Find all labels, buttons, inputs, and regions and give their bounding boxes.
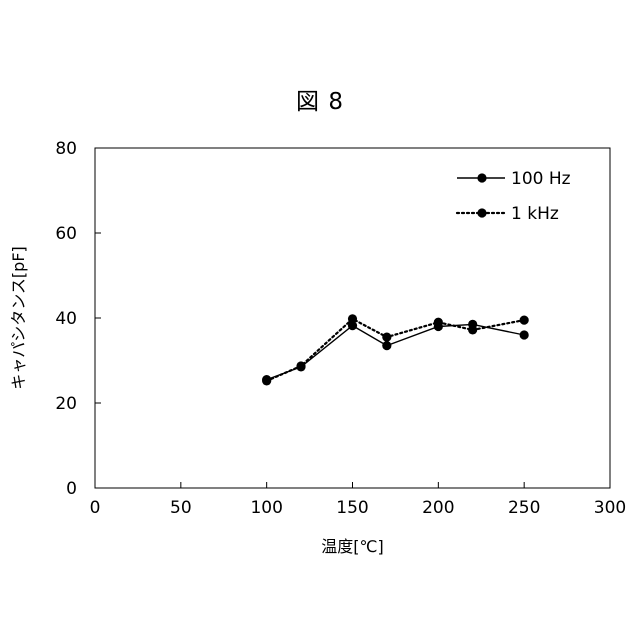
series-2-point	[520, 316, 529, 325]
y-tick-label: 80	[55, 139, 77, 159]
y-tick-label: 40	[55, 309, 77, 329]
legend-label-2: 1 kHz	[511, 204, 559, 224]
legend-label-1: 100 Hz	[511, 169, 571, 189]
legend: 100 Hz 1 kHz	[457, 169, 571, 224]
series-1-point	[382, 341, 391, 350]
y-tick-label: 20	[55, 394, 77, 414]
x-tick-label: 200	[422, 498, 454, 518]
series-2-point	[348, 314, 357, 323]
x-tick-label: 100	[250, 498, 282, 518]
legend-marker-1	[477, 173, 486, 182]
series-line-2	[267, 319, 525, 381]
x-axis-label: 温度[℃]	[321, 537, 383, 556]
y-tick-label: 60	[55, 224, 77, 244]
series-2-point	[382, 333, 391, 342]
series-2-point	[434, 318, 443, 327]
x-tick-label: 0	[90, 498, 101, 518]
x-tick-label: 150	[336, 498, 368, 518]
x-tick-label: 50	[170, 498, 192, 518]
series-2-point	[262, 376, 271, 385]
y-axis-ticks: 0 20 40 60 80	[55, 139, 101, 499]
x-tick-label: 250	[508, 498, 540, 518]
series-1-point	[520, 330, 529, 339]
y-axis-label: キャパシタンス[pF]	[9, 246, 28, 390]
y-tick-label: 0	[66, 479, 77, 499]
legend-marker-2	[477, 208, 486, 217]
series-2-point	[296, 361, 305, 370]
x-tick-label: 300	[594, 498, 626, 518]
x-axis-ticks: 0 50 100 150 200 250 300	[90, 482, 627, 518]
series-layer	[262, 314, 529, 385]
series-line-1	[267, 324, 525, 379]
series-2-point	[468, 325, 477, 334]
